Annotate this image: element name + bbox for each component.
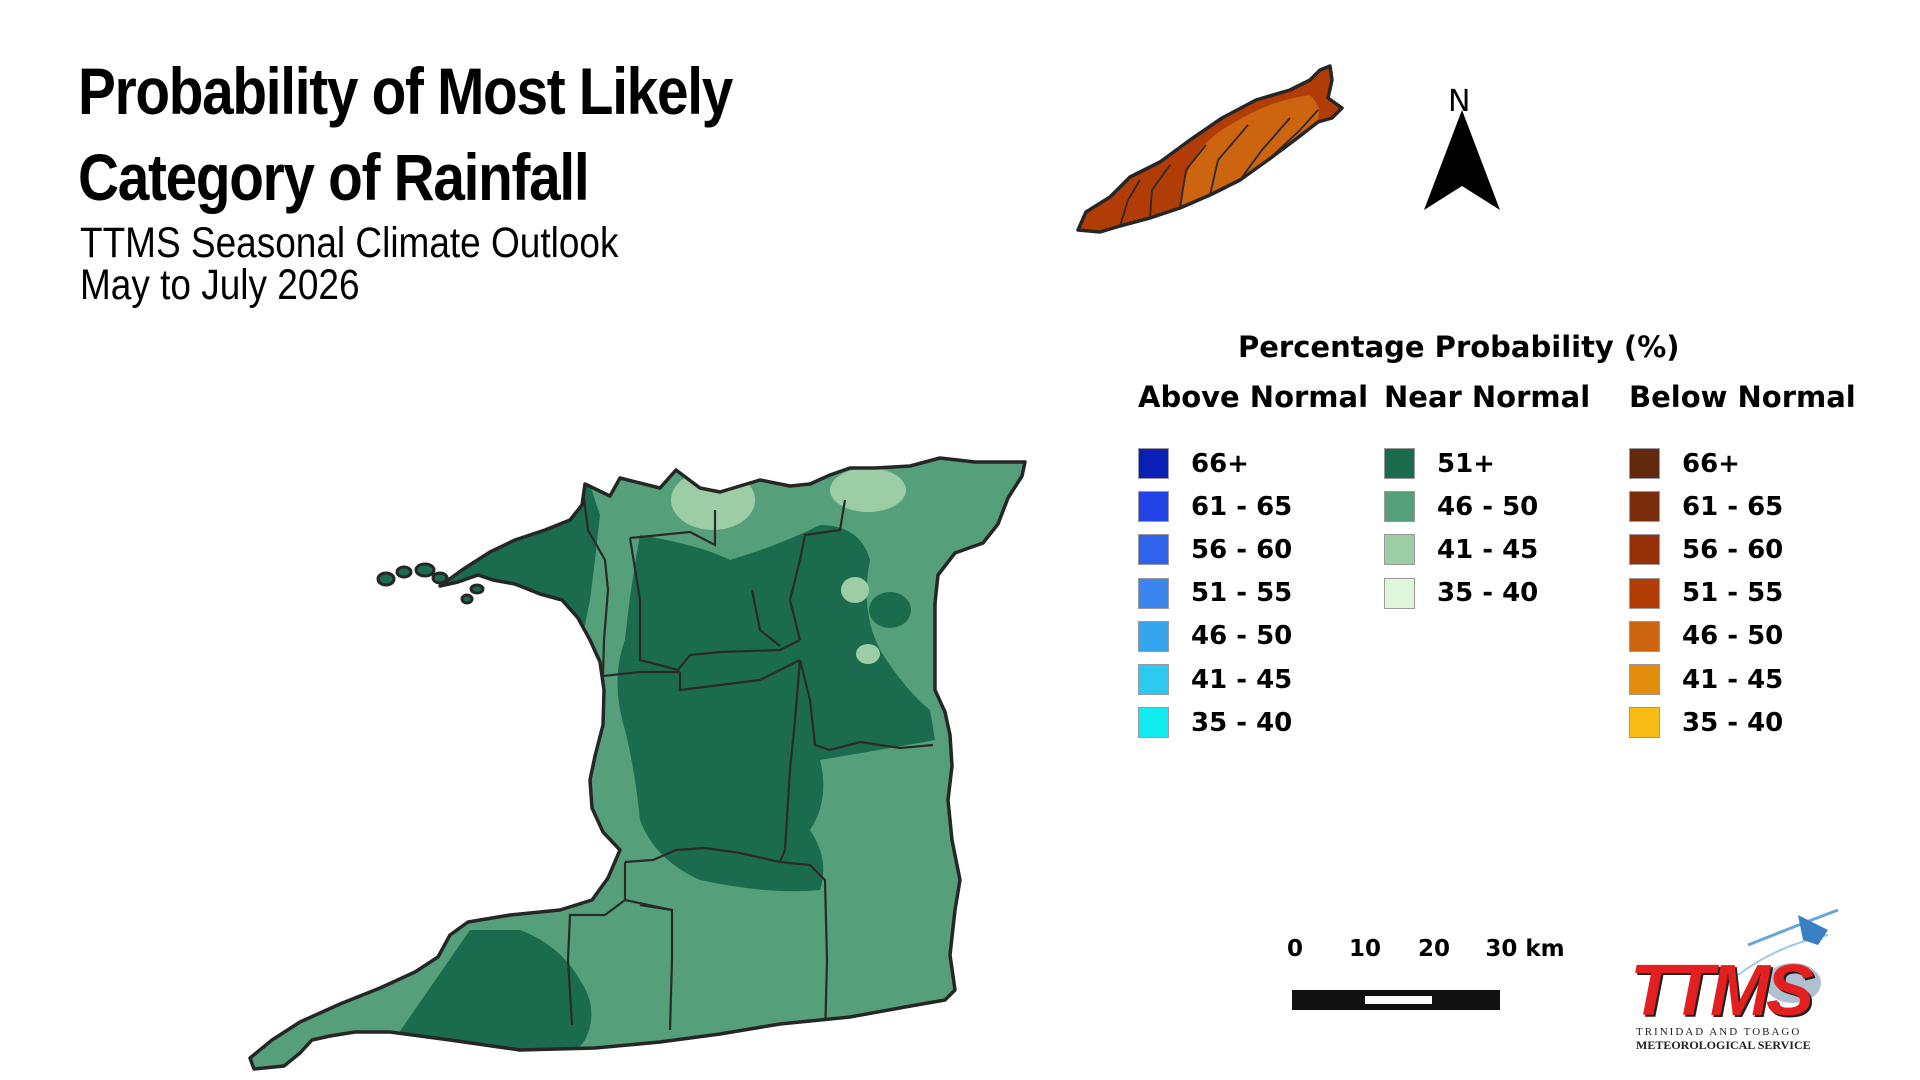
- legend-above-normal-label: 41 - 45: [1191, 664, 1293, 695]
- legend-below-normal-item: 51 - 55: [1629, 572, 1856, 615]
- legend-above-normal-label: 56 - 60: [1191, 534, 1293, 565]
- legend-below-normal-label: 41 - 45: [1682, 664, 1784, 695]
- legend-above-normal-swatch: [1138, 534, 1169, 566]
- legend-above-normal-swatch: [1138, 448, 1169, 480]
- legend-near-normal-item: 41 - 45: [1384, 528, 1590, 571]
- legend-below-normal-label: 35 - 40: [1682, 707, 1784, 738]
- trinidad-light-patch-east: [841, 577, 869, 603]
- legend-above-normal-label: 61 - 65: [1191, 491, 1293, 522]
- legend-near-normal-label: 46 - 50: [1437, 491, 1539, 522]
- legend-below-normal: Below Normal 66+ 61 - 65 56 - 60 51 - 55 46 …: [1629, 380, 1856, 744]
- scale-bar: [1292, 990, 1500, 1010]
- trinidad-coastline: [248, 456, 1027, 1071]
- legend-near-normal-item: 46 - 50: [1384, 485, 1590, 528]
- legend-below-normal-item: 56 - 60: [1629, 528, 1856, 571]
- scale-label-10: 10: [1348, 936, 1382, 962]
- north-arrow-label: N: [1448, 84, 1471, 119]
- scale-label-0: 0: [1286, 936, 1304, 962]
- legend-above-normal: Above Normal 66+ 61 - 65 56 - 60 51 - 55 46 …: [1138, 380, 1368, 744]
- legend-near-normal-swatch: [1384, 448, 1415, 480]
- legend-below-normal-swatch: [1629, 577, 1660, 609]
- legend-below-normal-swatch: [1629, 664, 1660, 696]
- legend-near-normal-label: 41 - 45: [1437, 534, 1539, 565]
- legend-near-normal-swatch: [1384, 491, 1415, 523]
- legend-above-normal-item: 66+: [1138, 442, 1368, 485]
- legend-near-normal-swatch: [1384, 577, 1415, 609]
- tobago-island: [1076, 64, 1344, 234]
- logo-subtitle-service: METEOROLOGICAL SERVICE: [1636, 1038, 1811, 1052]
- legend-title: Percentage Probability (%): [1238, 330, 1680, 364]
- logo-subtitle-country: TRINIDAD AND TOBAGO: [1636, 1026, 1802, 1038]
- scale-bar-segment: [1365, 996, 1432, 1004]
- ttms-logo-icon: [1737, 908, 1839, 1003]
- trinidad-light-patch-north: [671, 470, 755, 530]
- legend-above-normal-item: 61 - 65: [1138, 485, 1368, 528]
- trinidad-island: [248, 456, 1027, 1071]
- legend-below-normal-item: 66+: [1629, 442, 1856, 485]
- legend-below-normal-label: 66+: [1682, 448, 1740, 479]
- trinidad-region-boundaries: [566, 489, 934, 1041]
- page-title-line-1: Probability of Most Likely: [78, 54, 733, 128]
- legend-below-normal-swatch: [1629, 448, 1660, 480]
- legend-above-normal-item: 35 - 40: [1138, 701, 1368, 744]
- legend-above-normal-item: 41 - 45: [1138, 658, 1368, 701]
- legend-near-normal-label: 51+: [1437, 448, 1495, 479]
- legend-below-normal-item: 61 - 65: [1629, 485, 1856, 528]
- north-arrow-icon: [1424, 110, 1500, 210]
- legend-above-normal-swatch: [1138, 491, 1169, 523]
- page-title-line-2: Category of Rainfall: [78, 140, 590, 214]
- legend-near-normal: Near Normal 51+ 46 - 50 41 - 45 35 - 40: [1384, 380, 1590, 615]
- legend-below-normal-items: 66+ 61 - 65 56 - 60 51 - 55 46 - 50 41 - 45 35…: [1629, 442, 1856, 744]
- scale-label-20: 20: [1417, 936, 1451, 962]
- trinidad-dark-patch-east: [869, 592, 911, 628]
- trinidad-central-dark-zone: [617, 525, 935, 892]
- legend-below-normal-swatch: [1629, 707, 1660, 739]
- legend-below-normal-label: 61 - 65: [1682, 491, 1784, 522]
- legend-near-normal-item: 35 - 40: [1384, 572, 1590, 615]
- legend-near-normal-swatch: [1384, 534, 1415, 566]
- legend-above-normal-swatch: [1138, 664, 1169, 696]
- legend-below-normal-swatch: [1629, 620, 1660, 652]
- legend-below-normal-item: 46 - 50: [1629, 615, 1856, 658]
- legend-near-normal-item: 51+: [1384, 442, 1590, 485]
- legend-above-normal-item: 51 - 55: [1138, 572, 1368, 615]
- page-title: Probability of Most Likely Category of Ra…: [78, 48, 733, 220]
- trinidad-islets: [376, 562, 485, 605]
- legend-above-normal-swatch: [1138, 577, 1169, 609]
- legend-above-normal-item: 46 - 50: [1138, 615, 1368, 658]
- legend-below-normal-label: 51 - 55: [1682, 578, 1784, 609]
- tobago-coastline: [1076, 64, 1344, 234]
- legend-above-normal-heading: Above Normal: [1138, 380, 1369, 414]
- trinidad-nw-dark-zone: [420, 470, 600, 650]
- legend-below-normal-item: 41 - 45: [1629, 658, 1856, 701]
- legend-near-normal-label: 35 - 40: [1437, 578, 1539, 609]
- trinidad-light-patch-ne: [830, 468, 906, 512]
- subtitle: TTMS Seasonal Climate Outlook May to Jul…: [80, 219, 619, 309]
- legend-above-normal-items: 66+ 61 - 65 56 - 60 51 - 55 46 - 50 41 - 45 35…: [1138, 442, 1368, 744]
- legend-below-normal-label: 56 - 60: [1682, 534, 1784, 565]
- legend-below-normal-label: 46 - 50: [1682, 621, 1784, 652]
- legend-above-normal-label: 51 - 55: [1191, 578, 1293, 609]
- logo-wordmark: TTMS: [1630, 951, 1814, 1031]
- legend-near-normal-items: 51+ 46 - 50 41 - 45 35 - 40: [1384, 442, 1590, 615]
- legend-below-normal-swatch: [1629, 534, 1660, 566]
- legend-above-normal-label: 46 - 50: [1191, 621, 1293, 652]
- scale-label-30km: 30 km: [1485, 936, 1565, 962]
- subtitle-outlook: TTMS Seasonal Climate Outlook: [80, 219, 619, 267]
- trinidad-light-patch-east-2: [856, 644, 880, 664]
- legend-near-normal-heading: Near Normal: [1384, 380, 1591, 414]
- legend-below-normal-swatch: [1629, 491, 1660, 523]
- legend-above-normal-label: 35 - 40: [1191, 707, 1293, 738]
- legend-above-normal-item: 56 - 60: [1138, 528, 1368, 571]
- legend-below-normal-item: 35 - 40: [1629, 701, 1856, 744]
- subtitle-period: May to July 2026: [80, 261, 360, 309]
- legend-above-normal-swatch: [1138, 620, 1169, 652]
- legend-above-normal-label: 66+: [1191, 448, 1249, 479]
- legend-above-normal-swatch: [1138, 707, 1169, 739]
- legend-below-normal-heading: Below Normal: [1629, 380, 1856, 414]
